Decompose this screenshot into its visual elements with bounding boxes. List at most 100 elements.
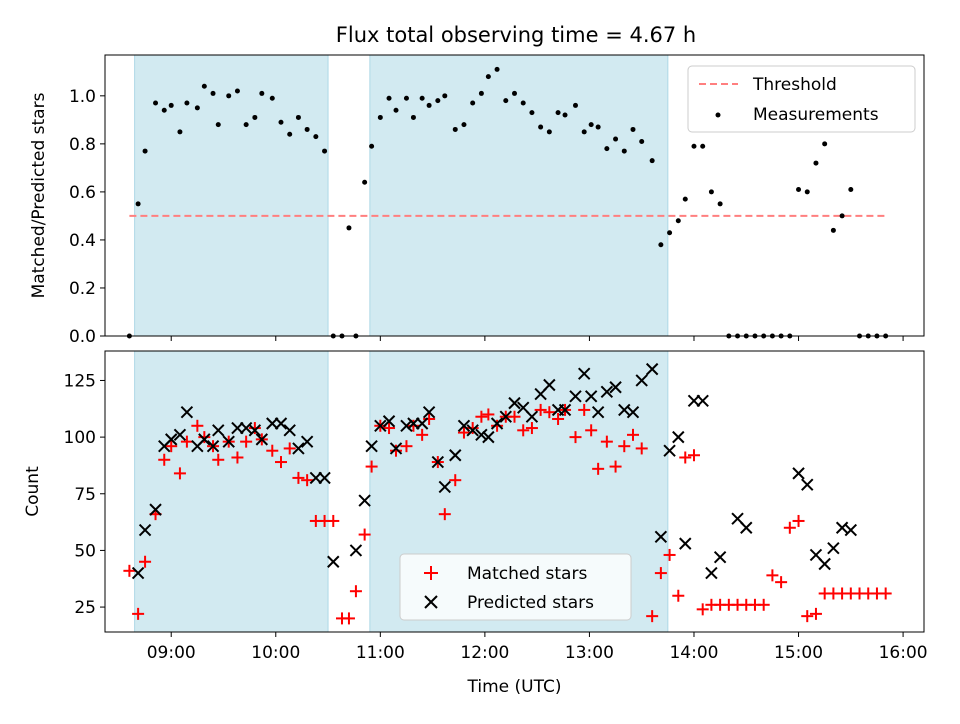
matched-star-point [198, 431, 211, 444]
predicted-star-mark-b [740, 521, 753, 534]
measurement-point [369, 143, 375, 149]
measurement-point [555, 110, 561, 116]
measurement-point [393, 107, 399, 113]
x-tick-label: 11:00 [356, 643, 405, 663]
predicted-star-mark-b [818, 557, 831, 571]
matched-star-point [283, 442, 296, 455]
predicted-star-mark-b [635, 374, 648, 387]
matched-star-point [231, 451, 244, 464]
measurement-point [822, 141, 828, 147]
predicted-star-mark-b [713, 551, 727, 564]
predicted-star-point [149, 503, 162, 516]
measurement-point [839, 213, 845, 219]
y-tick-label: 0.8 [69, 135, 96, 155]
matched-star-point [679, 451, 692, 464]
predicted-star-mark-b [827, 541, 840, 555]
matched-star-point [165, 440, 178, 453]
predicted-star-mark-b [499, 410, 512, 423]
matched-star-point [552, 412, 565, 425]
predicted-star-point [198, 433, 211, 446]
predicted-star-point [844, 523, 858, 537]
matched-star-point [139, 555, 152, 568]
measurement-point [234, 88, 240, 94]
matched-star-point [390, 444, 403, 457]
predicted-star-point [438, 480, 452, 494]
predicted-stars-points [131, 362, 858, 580]
matched-star-point [449, 474, 462, 487]
predicted-star-point [792, 467, 805, 480]
matched-star-point [248, 422, 261, 435]
measurement-point [512, 90, 517, 96]
matched-star-point [646, 610, 659, 623]
predicted-star-point [591, 405, 605, 419]
measurement-point [346, 225, 352, 231]
measurement-point [529, 110, 535, 116]
measurement-point [700, 143, 706, 149]
legend-threshold-label: Threshold [752, 75, 837, 95]
measurement-point [830, 227, 836, 233]
matched-star-point [569, 431, 582, 444]
matched-star-point [158, 453, 171, 466]
predicted-star-point [801, 478, 814, 491]
measurement-point [630, 126, 636, 132]
bottom-panel: 25 50 75 100 125 09:00 10:00 11:00 12:00 13:00 14… [23, 350, 928, 697]
predicted-star-mark-b [809, 548, 823, 562]
predicted-star-point [400, 419, 413, 432]
legend-matched-label: Matched stars [467, 564, 587, 584]
predicted-star-point [740, 521, 753, 534]
legend-measurements-label: Measurements [753, 105, 879, 125]
predicted-star-mark-b [248, 424, 262, 437]
predicted-star-mark-b [654, 530, 668, 544]
x-tick-label: 13:00 [565, 643, 614, 663]
matched-star-point [618, 440, 631, 453]
predicted-star-mark-b [569, 390, 582, 403]
matched-star-point [517, 424, 530, 437]
predicted-star-mark-b [206, 439, 220, 453]
predicted-star-mark-b [663, 444, 676, 457]
measurement-point [649, 158, 655, 164]
predicted-star-mark-b [438, 480, 452, 494]
matched-star-point [327, 514, 340, 527]
measurement-point [813, 160, 819, 166]
predicted-star-mark-b [365, 439, 378, 453]
predicted-star-mark-b [609, 381, 622, 394]
predicted-star-point [382, 415, 396, 428]
matched-star-point [809, 607, 822, 620]
y-tick-label: 75 [74, 485, 96, 505]
y-tick-label: 0.0 [69, 327, 96, 347]
predicted-star-mark-b [198, 433, 211, 446]
matched-star-point [672, 589, 685, 602]
measurement-point [572, 102, 578, 108]
measurement-point [588, 122, 594, 128]
top-y-axis: 0.0 0.2 0.4 0.6 0.8 1.0 [69, 87, 105, 347]
y-tick-label: 50 [74, 541, 96, 561]
measurement-point [142, 148, 148, 154]
predicted-star-mark-b [374, 419, 387, 432]
measurement-point [194, 105, 200, 111]
predicted-star-mark-b [327, 555, 340, 568]
measurement-point [322, 148, 328, 154]
measurement-point [295, 114, 301, 120]
measurement-point [546, 129, 552, 135]
predicted-star-mark-b [844, 523, 858, 537]
shaded-interval-1 [369, 54, 669, 337]
predicted-star-mark-b [173, 428, 187, 442]
measurement-point [691, 143, 697, 149]
matched-star-point [173, 467, 186, 480]
predicted-star-mark-b [400, 419, 413, 432]
matched-star-point [132, 607, 145, 620]
bottom-legend-box [399, 553, 632, 621]
shaded-interval-0 [134, 54, 329, 337]
measurement-point [581, 129, 587, 135]
predicted-star-mark-b [525, 410, 539, 423]
predicted-star-point [569, 390, 582, 403]
matched-star-point [792, 514, 805, 527]
predicted-star-mark-b [792, 467, 805, 480]
predicted-star-mark-b [255, 433, 269, 446]
measurement-point [613, 136, 619, 142]
predicted-star-point [672, 430, 685, 444]
predicted-star-point [165, 433, 178, 446]
measurement-point [426, 102, 432, 108]
top-legend: Threshold Measurements [687, 65, 916, 133]
